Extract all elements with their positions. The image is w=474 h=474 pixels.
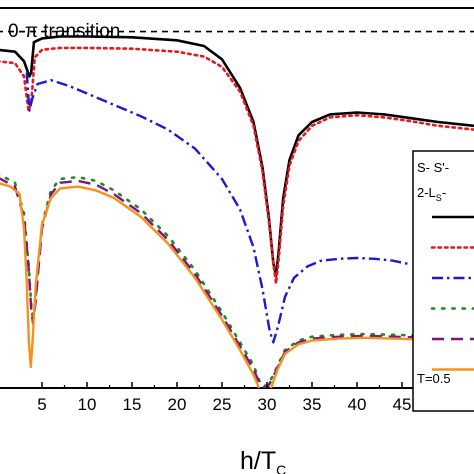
legend: S- S'- 2-LS- T=0.5 bbox=[412, 150, 474, 412]
series-group bbox=[0, 35, 474, 388]
legend-entries bbox=[430, 215, 474, 371]
x-tick-label: 40 bbox=[348, 395, 367, 414]
x-tick-label: 15 bbox=[123, 395, 142, 414]
x-axis-title-sub: C bbox=[276, 462, 286, 474]
x-tick-label: 30 bbox=[258, 395, 277, 414]
x-axis-title: h/TC bbox=[240, 447, 286, 474]
x-tick-label: 45 bbox=[393, 395, 412, 414]
series-line-6 bbox=[0, 182, 474, 388]
series-line-3 bbox=[25, 72, 412, 344]
legend-header-line2: 2-LS- bbox=[417, 185, 446, 203]
x-tick-label: 10 bbox=[78, 395, 97, 414]
legend-header-line1: S- S'- bbox=[417, 160, 449, 175]
x-tick-label: 5 bbox=[37, 395, 46, 414]
legend-header-line2-sub: S bbox=[436, 193, 442, 203]
legend-frame bbox=[412, 150, 474, 412]
legend-header-line2-tail: - bbox=[442, 185, 446, 200]
x-ticks: 5101520253035404550 bbox=[37, 382, 471, 414]
x-tick-label: 25 bbox=[213, 395, 232, 414]
legend-header-line2-main: 2-L bbox=[417, 185, 436, 200]
x-tick-label: 20 bbox=[168, 395, 187, 414]
x-tick-label: 35 bbox=[303, 395, 322, 414]
annotation-label: 0-π transition bbox=[8, 21, 120, 42]
legend-footer: T=0.5 bbox=[417, 371, 451, 386]
x-axis-title-main: h/T bbox=[240, 447, 276, 474]
